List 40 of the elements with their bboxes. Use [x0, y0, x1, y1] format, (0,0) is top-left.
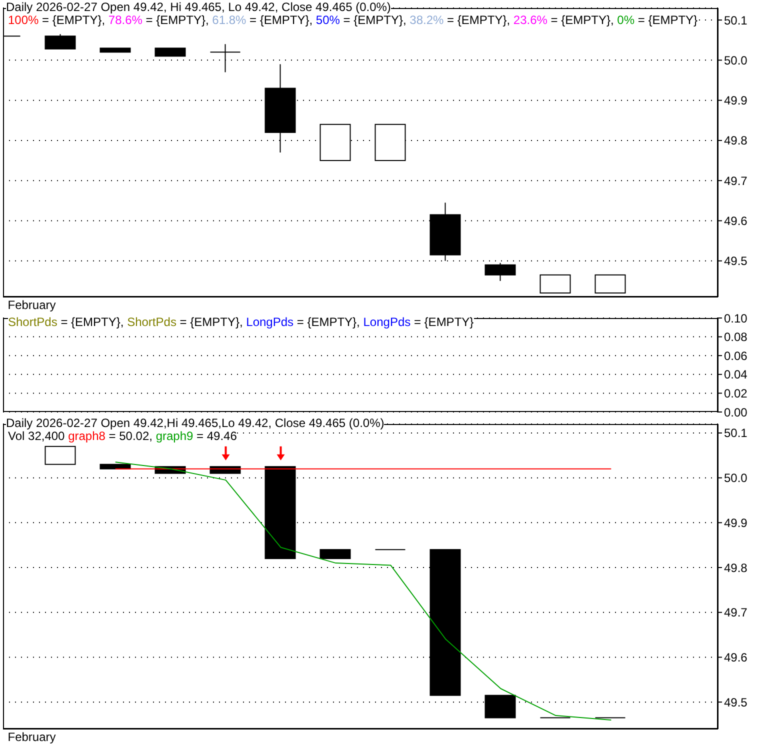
legend-label: 38.2% = {EMPTY},	[410, 13, 510, 27]
series-label: graph9 = 49.46	[156, 429, 237, 443]
chart-title: Daily 2026-02-27 Open 49.42,Hi 49.465,Lo 49.42, Close 49.465 (0.0%)	[6, 416, 384, 430]
y-tick-label: 49.7	[724, 606, 748, 620]
y-tick-label: 50.1	[724, 13, 748, 28]
y-tick-label: 49.7	[724, 174, 748, 188]
legend-label: LongPds = {EMPTY},	[246, 315, 360, 329]
legend-label: LongPds = {EMPTY}	[363, 315, 474, 329]
y-tick-label: 0.02	[724, 386, 748, 400]
y-tick-label: 49.8	[724, 560, 748, 575]
y-tick-label: 49.5	[724, 695, 748, 710]
y-tick-label: 0.06	[724, 348, 748, 363]
legend-label: ShortPds = {EMPTY},	[127, 315, 243, 329]
y-tick-label: 49.9	[724, 516, 748, 530]
y-tick-label: 49.6	[724, 650, 748, 664]
y-tick-label: 49.6	[724, 214, 748, 228]
y-tick-label: 49.5	[724, 254, 748, 268]
y-tick-label: 50.1	[724, 426, 748, 440]
x-tick-label: February	[8, 298, 56, 312]
legend-label: 78.6% = {EMPTY},	[108, 13, 209, 27]
legend-label: 0% = {EMPTY}	[617, 13, 698, 27]
y-tick-label: 49.8	[724, 134, 748, 148]
legend-label: 23.6% = {EMPTY},	[513, 13, 614, 27]
y-tick-label: 0.10	[724, 311, 748, 326]
legend-label: 61.8% = {EMPTY},	[212, 13, 313, 27]
legend-label: 50% = {EMPTY},	[316, 13, 406, 27]
y-tick-label: 0.08	[724, 330, 748, 344]
legend-label: 100% = {EMPTY},	[8, 13, 106, 27]
y-tick-label: 49.9	[724, 94, 748, 108]
line-series	[115, 462, 612, 721]
chart-title: Daily 2026-02-27 Open 49.42, Hi 49.465, Lo 49.42, Close 49.465 (0.0%)	[6, 0, 391, 14]
y-tick-label: 50.0	[724, 471, 748, 486]
text: graph8 = 50.02,	[68, 429, 152, 443]
y-tick-label: 50.0	[724, 53, 748, 68]
candlestick	[210, 44, 241, 73]
y-tick-label: 0.00	[724, 405, 748, 420]
legend-label: ShortPds = {EMPTY},	[8, 315, 124, 329]
x-tick-label: February	[8, 730, 56, 744]
y-tick-label: 0.04	[724, 368, 748, 382]
text: Vol 32,400	[8, 429, 66, 443]
